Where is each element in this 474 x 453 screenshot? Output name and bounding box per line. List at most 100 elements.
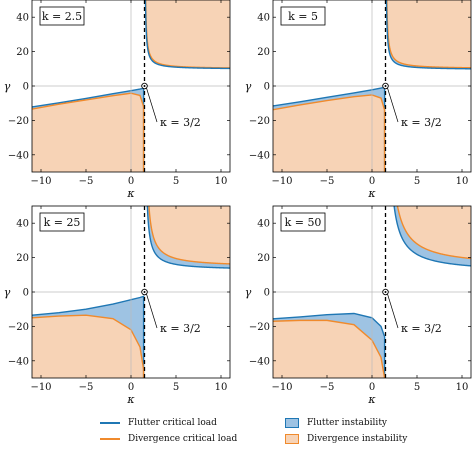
- y-tick-label: 40: [257, 13, 270, 24]
- divergence-line-right: [148, 206, 230, 265]
- divergence-line-left: [273, 94, 386, 172]
- x-tick-label: −5: [320, 382, 335, 393]
- divergence-fill-swatch: [285, 434, 299, 444]
- panel-3: κ = 3/2 k = 25 −10 −5 0 5 10 −40 −20 0 20 40 κ γ: [4, 205, 231, 406]
- y-tick-label: 40: [16, 219, 29, 230]
- panel-label-text: k = 2.5: [42, 10, 82, 23]
- annotation-leader: [387, 293, 399, 329]
- y-tick-label: −20: [8, 322, 29, 333]
- plot-area: [273, 0, 471, 172]
- x-tick-label: 5: [173, 382, 179, 393]
- legend-label-divergence-fill: Divergence instability: [307, 434, 408, 444]
- y-tick-label: 40: [257, 219, 270, 230]
- panel-label-text: k = 25: [44, 216, 81, 229]
- panel-label: k = 50: [280, 212, 326, 232]
- annotation-leader: [387, 87, 399, 123]
- x-tick-label: 0: [369, 176, 375, 187]
- legend: Flutter critical load Divergence critica…: [100, 418, 440, 450]
- panel-label-box: [280, 212, 326, 232]
- panel-label: k = 5: [280, 6, 326, 26]
- y-tick-label: 0: [264, 82, 270, 93]
- divergence-region-right: [397, 206, 471, 259]
- annotation-bg: [400, 321, 464, 335]
- divergence-line-left: [273, 319, 386, 378]
- divergence-region-left: [32, 93, 144, 172]
- y-tick-label: 20: [16, 47, 29, 58]
- x-axis-label: κ: [367, 393, 376, 406]
- panel-label-text: k = 50: [285, 216, 322, 229]
- y-axis-label: γ: [245, 80, 252, 93]
- divergence-line-left: [32, 92, 145, 172]
- y-tick-label: −40: [249, 356, 270, 367]
- flutter-line-left: [32, 295, 145, 378]
- x-axis-label: κ: [126, 187, 135, 200]
- flutter-line-left: [273, 312, 386, 378]
- y-tick-label: −20: [8, 116, 29, 127]
- x-tick-label: −10: [30, 382, 51, 393]
- divergence-line-swatch: [100, 438, 120, 440]
- panel-label-text: k = 5: [288, 10, 318, 23]
- divergence-region-left: [32, 315, 144, 378]
- divergence-line-right: [396, 206, 471, 260]
- panel-4: κ = 3/2 k = 50 −10 −5 0 5 10 −40 −20 0 20 40 κ γ: [245, 205, 472, 406]
- y-axis-label: γ: [4, 286, 11, 299]
- x-axis-label: κ: [126, 393, 135, 406]
- x-tick-label: 10: [215, 382, 228, 393]
- y-tick-label: −40: [8, 356, 29, 367]
- panel-label: k = 25: [39, 212, 85, 232]
- divergence-region-right: [386, 0, 471, 68]
- plot-area: [32, 0, 230, 172]
- divergence-region-left: [273, 320, 385, 378]
- y-tick-label: 20: [16, 253, 29, 264]
- x-axis-label: κ: [367, 187, 376, 200]
- x-tick-label: 10: [456, 176, 469, 187]
- y-tick-label: 40: [16, 13, 29, 24]
- annotation-text: κ = 3/2: [160, 322, 201, 335]
- x-tick-label: −10: [30, 176, 51, 187]
- y-axis-label: γ: [245, 286, 252, 299]
- plot-area: [273, 206, 471, 378]
- x-tick-label: −5: [79, 176, 94, 187]
- annotation-text: κ = 3/2: [160, 116, 201, 129]
- asymptote-marker-dot: [143, 291, 146, 293]
- y-tick-label: 0: [23, 82, 29, 93]
- y-tick-label: 20: [257, 47, 270, 58]
- x-tick-label: 5: [173, 176, 179, 187]
- x-tick-label: 10: [456, 382, 469, 393]
- divergence-line-right: [386, 0, 471, 69]
- flutter-line-right: [144, 0, 230, 70]
- asymptote-marker-dot: [384, 291, 387, 293]
- panel-label-box: [280, 6, 326, 26]
- x-tick-label: 5: [414, 176, 420, 187]
- y-tick-label: 20: [257, 253, 270, 264]
- legend-label-divergence-line: Divergence critical load: [128, 434, 238, 444]
- annotation-bg: [159, 321, 223, 335]
- panel-1: κ = 3/2 k = 2.5 −10 −5 0 5 10 −40 −20 0 20 40 κ γ: [4, 0, 231, 200]
- flutter-region-right: [394, 206, 471, 266]
- y-tick-label: 0: [264, 288, 270, 299]
- y-tick-label: −20: [249, 116, 270, 127]
- plot-area: [32, 206, 230, 378]
- annotation-leader: [146, 293, 158, 329]
- x-tick-label: 0: [128, 176, 134, 187]
- legend-item-divergence-line: Divergence critical load: [100, 434, 237, 444]
- y-tick-label: −40: [249, 150, 270, 161]
- x-tick-label: 0: [128, 382, 134, 393]
- y-tick-label: 0: [23, 288, 29, 299]
- annotation-text: κ = 3/2: [401, 116, 442, 129]
- legend-label-flutter-line: Flutter critical load: [128, 418, 217, 428]
- divergence-line-left: [32, 314, 145, 378]
- asymptote-marker-dot: [384, 85, 387, 87]
- y-tick-label: −40: [8, 150, 29, 161]
- x-tick-label: 0: [369, 382, 375, 393]
- legend-label-flutter-fill: Flutter instability: [307, 418, 388, 428]
- panel-label-box: [39, 6, 85, 26]
- panel-label-box: [39, 212, 85, 232]
- panel-label: k = 2.5: [39, 6, 85, 26]
- x-tick-label: −5: [320, 176, 335, 187]
- legend-item-flutter-line: Flutter critical load: [100, 418, 217, 428]
- annotation-leader: [146, 87, 158, 123]
- flutter-region-left: [32, 296, 144, 378]
- flutter-line-right: [393, 206, 471, 267]
